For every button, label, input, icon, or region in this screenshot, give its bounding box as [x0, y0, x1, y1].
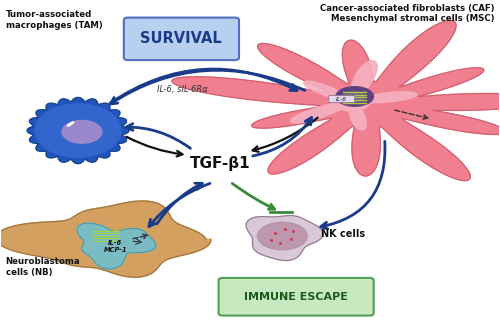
Text: IL-6, sIL-6Rα: IL-6, sIL-6Rα: [158, 85, 208, 95]
Ellipse shape: [62, 121, 102, 143]
Text: NK cells: NK cells: [322, 230, 366, 239]
Text: SURVIVAL: SURVIVAL: [140, 32, 222, 47]
Ellipse shape: [336, 87, 374, 106]
Ellipse shape: [35, 104, 121, 157]
Polygon shape: [27, 97, 129, 164]
Text: Tumor-associated
macrophages (TAM): Tumor-associated macrophages (TAM): [6, 10, 102, 30]
Ellipse shape: [344, 92, 364, 101]
FancyBboxPatch shape: [124, 18, 239, 60]
Polygon shape: [246, 215, 323, 260]
Text: IL-6: IL-6: [336, 96, 347, 102]
Text: Cancer-associated fibroblasts (CAF)
Mesenchymal stromal cells (MSC): Cancer-associated fibroblasts (CAF) Mese…: [320, 4, 494, 23]
Polygon shape: [172, 21, 500, 181]
Text: IMMUNE ESCAPE: IMMUNE ESCAPE: [244, 292, 348, 302]
Ellipse shape: [258, 222, 308, 250]
Polygon shape: [77, 223, 156, 269]
Polygon shape: [291, 61, 417, 130]
Polygon shape: [0, 201, 211, 277]
FancyBboxPatch shape: [218, 278, 374, 316]
Text: IL-6
MCP-1: IL-6 MCP-1: [104, 240, 127, 253]
Text: Neuroblastoma
cells (NB): Neuroblastoma cells (NB): [6, 257, 80, 276]
Text: TGF-β1: TGF-β1: [190, 156, 250, 170]
FancyBboxPatch shape: [329, 96, 354, 103]
